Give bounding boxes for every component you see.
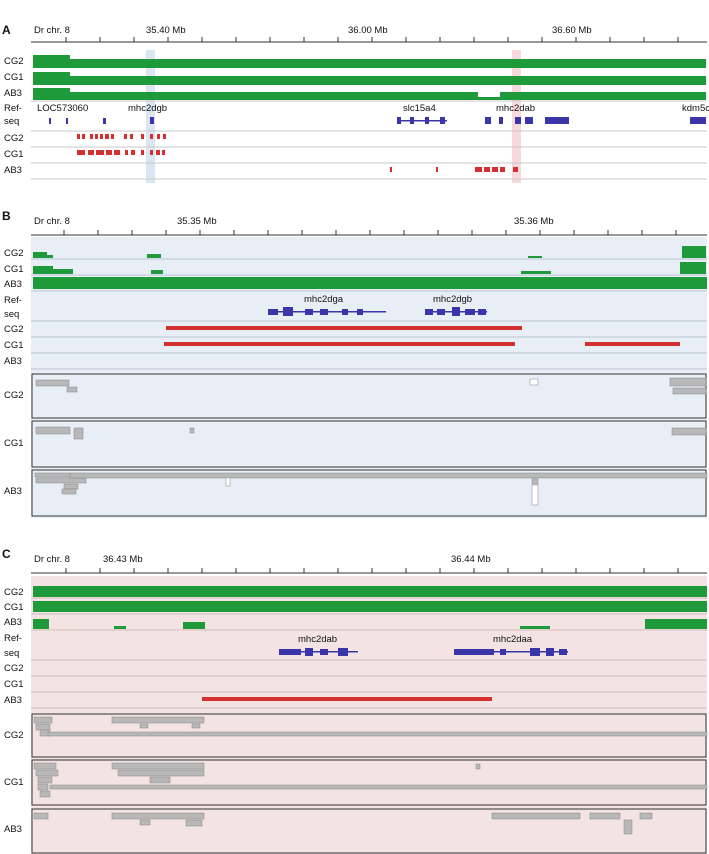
panel-c-reads-cg1 (31, 759, 707, 806)
panel-a-track-label: AB3 (4, 88, 22, 99)
panel-a-chrom-label: Dr chr. 8 (34, 25, 70, 36)
panel-b-read-label: CG2 (4, 390, 24, 401)
panel-a-cnv-label: CG1 (4, 149, 24, 160)
panel-c-chrom-label: Dr chr. 8 (34, 554, 70, 565)
panel-b-deletion-cg1 (164, 342, 515, 346)
panel-a-track-label: CG1 (4, 72, 24, 83)
gene-label: mhc2dab (496, 103, 536, 114)
panel-c-refseq-label: Ref- (4, 633, 22, 644)
panel-b-coverage-ab3 (33, 277, 707, 289)
gene-label: mhc2daa (493, 634, 533, 645)
panel-c-refseq-genes (279, 648, 568, 656)
panel-c-track-label: AB3 (4, 617, 22, 628)
panel-a-refseq-label: seq (4, 116, 20, 127)
panel-b-letter: B (2, 209, 11, 223)
gene-label: mhc2dgb (433, 294, 473, 305)
panel-c-cnv-label: CG1 (4, 679, 24, 690)
panel-b-cnv-label: AB3 (4, 356, 22, 367)
panel-c-refseq-label: seq (4, 648, 20, 659)
panel-c-read-marks (33, 716, 708, 835)
panel-a-tick-label: 36.00 Mb (348, 25, 388, 36)
panel-b-read-label: AB3 (4, 486, 22, 497)
panel-a-refseq-label: Ref- (4, 103, 22, 114)
panel-c-background (31, 576, 707, 854)
panel-b-coverage-cg1 (33, 262, 706, 274)
gene-label: mhc2dgb (128, 103, 168, 114)
panel-b-cnv-label: CG2 (4, 324, 24, 335)
panel-b-tick-label: 35.35 Mb (177, 216, 217, 227)
panel-c-reads-ab3 (31, 808, 707, 854)
gene-label: LOC573060 (37, 103, 89, 114)
panel-c-read-label: CG1 (4, 777, 24, 788)
panel-c-track-label: CG1 (4, 602, 24, 613)
panel-a-highlight-blue (146, 50, 155, 183)
panel-b-refseq-genes (268, 307, 487, 316)
panel-a-tick-label: 35.40 Mb (146, 25, 186, 36)
panel-c-coverage-cg2 (33, 586, 707, 597)
panel-a-ruler-ticks (65, 37, 679, 42)
panel-c-cnv-label: AB3 (4, 695, 22, 706)
panel-c-deletion-ab3 (202, 697, 492, 701)
panel-b-reads-cg1 (31, 420, 707, 468)
panel-a-refseq-genes (49, 117, 706, 124)
panel-a-letter: A (2, 23, 11, 37)
panel-b-reads-cg2 (31, 373, 707, 419)
panel-b-chrom-label: Dr chr. 8 (34, 216, 70, 227)
panel-c-read-label: CG2 (4, 730, 24, 741)
panel-b-tick-label: 35.36 Mb (514, 216, 554, 227)
panel-c-track-label: CG2 (4, 587, 24, 598)
panel-b-read-marks (34, 377, 708, 506)
gene-label: kdm5c (682, 103, 709, 114)
panel-b-track-label: AB3 (4, 279, 22, 290)
panel-c-read-label: AB3 (4, 824, 22, 835)
gene-label: slc15a4 (403, 103, 436, 114)
panel-a-tick-label: 36.60 Mb (552, 25, 592, 36)
panel-a-highlight-pink (512, 50, 521, 183)
panel-c-ruler-ticks (65, 568, 679, 573)
panel-b-refseq-label: seq (4, 309, 20, 320)
panel-a-coverage-cg1 (33, 72, 706, 85)
panel-a-coverage-cg2 (33, 55, 706, 68)
panel-b-deletion-cg1 (585, 342, 680, 346)
panel-a-deletions-ab3 (390, 167, 518, 172)
gene-label: mhc2dga (304, 294, 344, 305)
panel-a-cnv-label: AB3 (4, 165, 22, 176)
gene-label: mhc2dab (298, 634, 338, 645)
panel-b-track-label: CG2 (4, 248, 24, 259)
panel-c-tick-label: 36.44 Mb (451, 554, 491, 565)
panel-a-coverage-ab3 (33, 88, 706, 100)
panel-a-deletions-cg2 (77, 134, 166, 139)
panel-b-refseq-label: Ref- (4, 295, 22, 306)
panel-b-track-label: CG1 (4, 264, 24, 275)
panel-a-deletions-cg1 (77, 150, 165, 155)
panel-b-coverage-cg2 (33, 246, 706, 258)
panel-a-track-label: CG2 (4, 56, 24, 67)
panel-c-letter: C (2, 547, 11, 561)
panel-b-read-label: CG1 (4, 438, 24, 449)
panel-c-coverage-ab3 (33, 619, 707, 629)
panel-b-deletion-cg2 (166, 326, 522, 330)
panel-b-cnv-label: CG1 (4, 340, 24, 351)
panel-b-ruler-ticks (63, 230, 677, 235)
panel-a-cnv-label: CG2 (4, 133, 24, 144)
panel-c-tick-label: 36.43 Mb (103, 554, 143, 565)
panel-b-reads-ab3 (31, 469, 707, 517)
panel-c-coverage-cg1 (33, 601, 707, 612)
panel-c-cnv-label: CG2 (4, 663, 24, 674)
